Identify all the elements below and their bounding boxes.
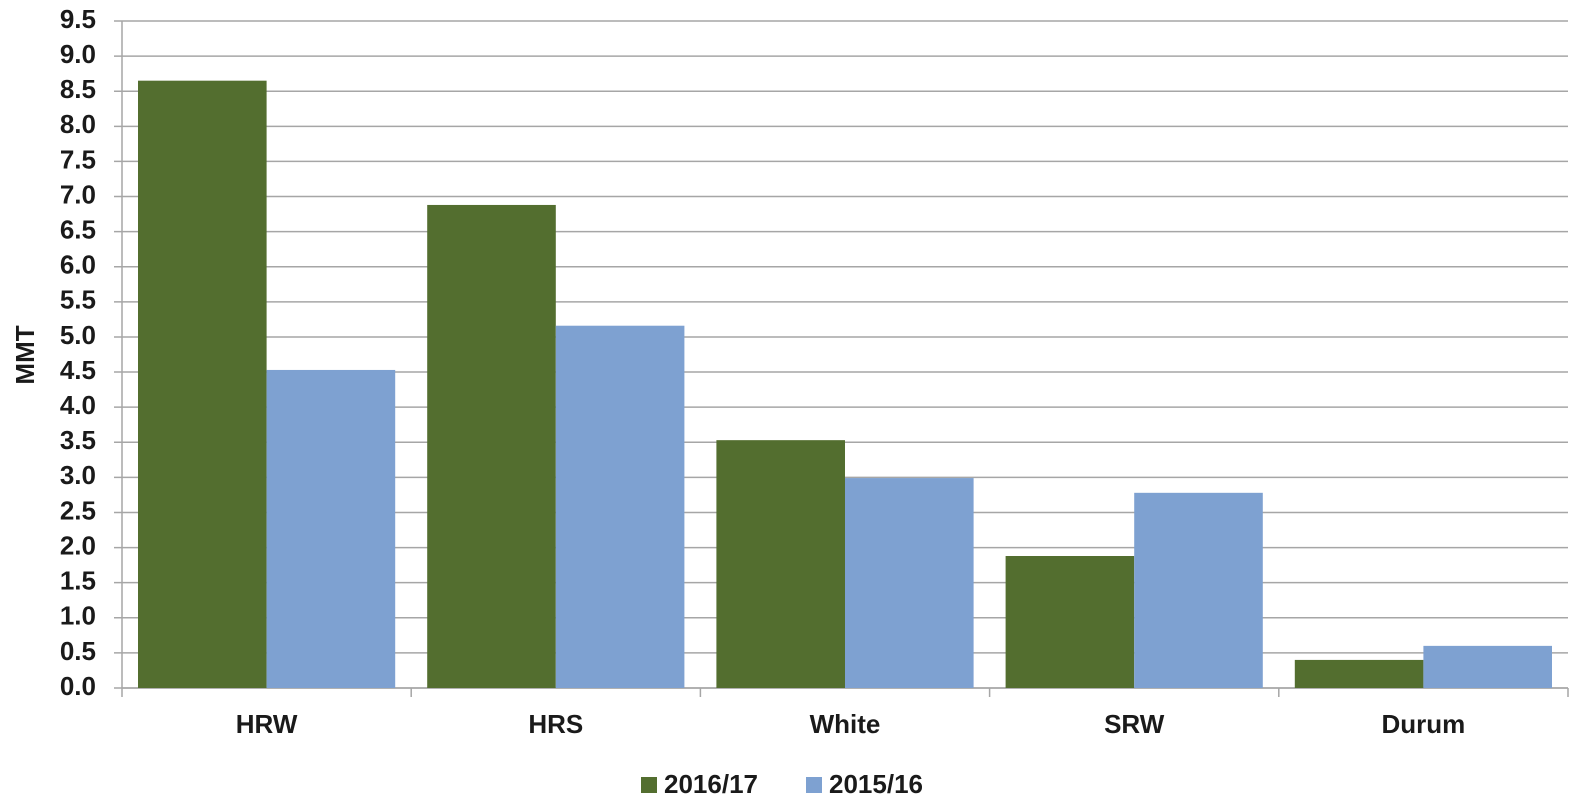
y-tick-label: 2.5 (60, 495, 96, 525)
bar (1134, 492, 1263, 688)
y-tick-label: 3.0 (60, 460, 96, 490)
y-tick-label: 4.0 (60, 390, 96, 420)
y-tick-label: 7.0 (60, 179, 96, 209)
bar (427, 204, 556, 688)
y-tick-label: 1.5 (60, 566, 96, 596)
y-tick-label: 5.5 (60, 285, 96, 315)
y-axis-label: MMT (10, 325, 40, 384)
y-tick-label: 9.5 (60, 4, 96, 34)
x-tick-label: Durum (1382, 709, 1466, 739)
x-tick-label: HRW (236, 709, 298, 739)
y-tick-label: 6.5 (60, 215, 96, 245)
bar (266, 369, 396, 688)
bar (1005, 556, 1135, 688)
bar (555, 325, 685, 688)
legend-swatch (806, 777, 822, 793)
y-tick-label: 7.5 (60, 144, 96, 174)
bar (1294, 659, 1424, 688)
x-tick-label: SRW (1104, 709, 1165, 739)
bar (138, 80, 267, 688)
bar (716, 440, 845, 688)
legend-label: 2015/16 (829, 769, 923, 799)
y-tick-label: 0.5 (60, 636, 96, 666)
bar (1423, 645, 1552, 688)
y-tick-label: 0.0 (60, 671, 96, 701)
y-tick-label: 8.5 (60, 74, 96, 104)
x-tick-label: White (810, 709, 881, 739)
bar (845, 478, 974, 688)
y-tick-label: 3.5 (60, 425, 96, 455)
y-tick-label: 2.0 (60, 530, 96, 560)
legend-swatch (641, 777, 657, 793)
y-tick-label: 1.0 (60, 601, 96, 631)
y-tick-label: 8.0 (60, 109, 96, 139)
y-tick-label: 5.0 (60, 320, 96, 350)
y-tick-label: 9.0 (60, 39, 96, 69)
legend-label: 2016/17 (664, 769, 758, 799)
y-tick-label: 4.5 (60, 355, 96, 385)
y-tick-label: 6.0 (60, 250, 96, 280)
x-tick-label: HRS (528, 709, 583, 739)
